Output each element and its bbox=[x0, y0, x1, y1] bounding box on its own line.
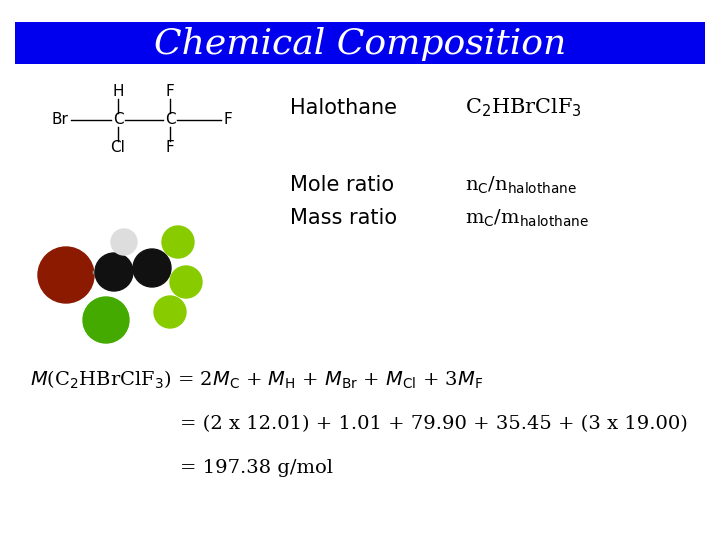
Text: C: C bbox=[113, 112, 123, 127]
Text: Mass ratio: Mass ratio bbox=[290, 208, 397, 228]
Text: F: F bbox=[166, 140, 174, 156]
Text: Br: Br bbox=[52, 112, 68, 127]
Text: = 197.38 g/mol: = 197.38 g/mol bbox=[180, 459, 333, 477]
Text: $\mathit{M}$(C$_2$HBrClF$_3$) = 2$\mathit{M}_\mathrm{C}$ + $\mathit{M}_\mathrm{H: $\mathit{M}$(C$_2$HBrClF$_3$) = 2$\mathi… bbox=[30, 369, 483, 391]
Text: F: F bbox=[224, 112, 233, 127]
Text: Cl: Cl bbox=[111, 140, 125, 156]
FancyBboxPatch shape bbox=[15, 22, 705, 64]
Text: C$_2$HBrClF$_3$: C$_2$HBrClF$_3$ bbox=[465, 97, 582, 119]
Text: F: F bbox=[166, 84, 174, 99]
Text: Halothane: Halothane bbox=[290, 98, 397, 118]
Circle shape bbox=[170, 266, 202, 298]
Circle shape bbox=[95, 253, 133, 291]
Text: H: H bbox=[112, 84, 124, 99]
Circle shape bbox=[38, 247, 94, 303]
Circle shape bbox=[133, 249, 171, 287]
Text: Chemical Composition: Chemical Composition bbox=[154, 27, 566, 61]
Circle shape bbox=[162, 226, 194, 258]
Text: n$_\mathrm{C}$/n$_\mathrm{halothane}$: n$_\mathrm{C}$/n$_\mathrm{halothane}$ bbox=[465, 174, 577, 195]
Text: Mole ratio: Mole ratio bbox=[290, 175, 394, 195]
Circle shape bbox=[83, 297, 129, 343]
Circle shape bbox=[111, 229, 137, 255]
Text: C: C bbox=[165, 112, 175, 127]
Text: = (2 x 12.01) + 1.01 + 79.90 + 35.45 + (3 x 19.00): = (2 x 12.01) + 1.01 + 79.90 + 35.45 + (… bbox=[180, 415, 688, 433]
Text: m$_\mathrm{C}$/m$_\mathrm{halothane}$: m$_\mathrm{C}$/m$_\mathrm{halothane}$ bbox=[465, 207, 589, 228]
Circle shape bbox=[154, 296, 186, 328]
